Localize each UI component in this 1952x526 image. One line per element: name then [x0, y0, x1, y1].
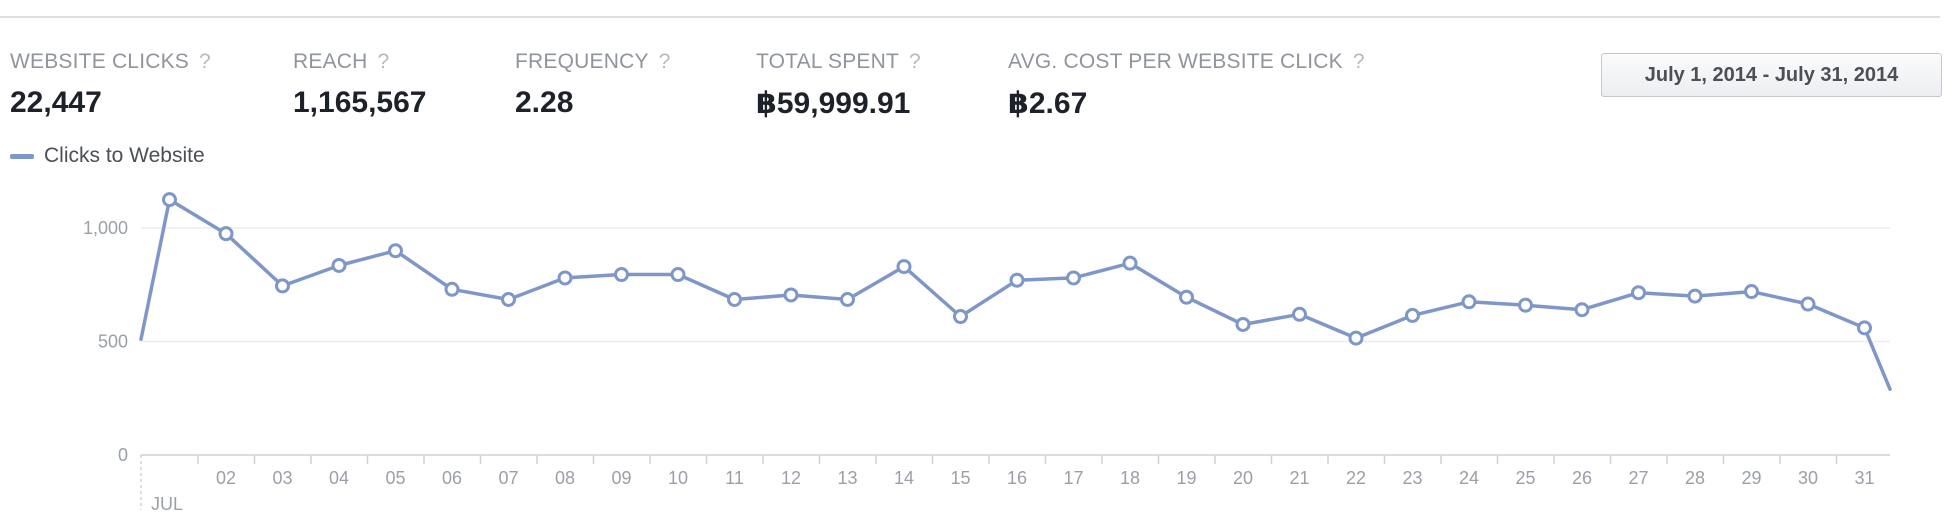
top-divider	[0, 16, 1940, 18]
metric-value: ฿2.67	[1008, 87, 1088, 120]
data-point	[840, 292, 855, 308]
data-point	[1066, 270, 1081, 286]
data-point	[1009, 272, 1025, 288]
x-tick-label: 14	[894, 468, 914, 488]
x-tick-label: 02	[216, 468, 236, 488]
x-tick-label: 15	[950, 468, 970, 488]
metric-website-clicks: WEBSITE CLICKS? 22,447	[10, 50, 211, 120]
x-tick-label: 22	[1346, 468, 1366, 488]
data-point	[1518, 297, 1533, 313]
metric-frequency: FREQUENCY? 2.28	[515, 50, 671, 120]
x-tick-label: 05	[385, 468, 405, 488]
data-point	[896, 259, 912, 275]
data-point	[1179, 289, 1194, 305]
data-point	[331, 257, 347, 273]
data-point	[162, 192, 177, 208]
data-point	[388, 243, 403, 259]
data-point	[275, 278, 290, 294]
data-point	[1800, 296, 1816, 312]
x-tick-label: 23	[1402, 468, 1422, 488]
x-tick-label: 09	[611, 468, 631, 488]
data-point	[1857, 320, 1872, 336]
metric-avg-cost-per-click: AVG. COST PER WEBSITE CLICK? ฿2.67	[1008, 50, 1365, 121]
help-icon[interactable]: ?	[199, 50, 211, 73]
metric-total-spent: TOTAL SPENT? ฿59,999.91	[756, 50, 921, 121]
x-tick-label: 26	[1572, 468, 1592, 488]
data-point	[218, 226, 234, 242]
x-tick-label: 12	[781, 468, 801, 488]
x-tick-label: 11	[725, 468, 744, 488]
x-tick-label: 13	[837, 468, 857, 488]
chart-legend: Clicks to Website	[10, 143, 205, 169]
x-month-label: JUL	[151, 494, 183, 514]
metric-reach: REACH? 1,165,567	[293, 50, 426, 120]
data-point	[1405, 307, 1420, 323]
metric-label: AVG. COST PER WEBSITE CLICK	[1008, 50, 1343, 73]
x-tick-label: 10	[668, 468, 688, 488]
x-tick-label: 24	[1459, 468, 1479, 488]
x-tick-label: 29	[1741, 468, 1761, 488]
x-tick-label: 28	[1685, 468, 1705, 488]
data-point	[614, 267, 629, 283]
legend-swatch	[10, 153, 34, 159]
y-tick-label: 0	[118, 445, 128, 465]
help-icon[interactable]: ?	[1352, 50, 1365, 73]
x-tick-label: 07	[498, 468, 518, 488]
metric-value: 22,447	[10, 86, 102, 119]
data-point	[557, 270, 573, 286]
help-icon[interactable]: ?	[377, 50, 390, 73]
metric-label: TOTAL SPENT	[756, 50, 900, 73]
legend-label: Clicks to Website	[44, 144, 205, 167]
data-point	[1235, 316, 1251, 332]
data-point	[670, 267, 686, 283]
help-icon[interactable]: ?	[658, 50, 671, 73]
y-tick-label: 1,000	[83, 218, 128, 238]
x-tick-label: 21	[1289, 468, 1309, 488]
data-point	[783, 287, 799, 303]
x-tick-label: 25	[1515, 468, 1535, 488]
metric-label: WEBSITE CLICKS	[10, 50, 190, 73]
x-tick-label: 16	[1007, 468, 1027, 488]
data-point	[1574, 302, 1590, 318]
data-point	[1687, 288, 1703, 304]
metric-label: REACH	[293, 50, 368, 73]
x-tick-label: 27	[1628, 468, 1648, 488]
data-point	[1461, 294, 1477, 310]
metric-value: ฿59,999.91	[756, 87, 911, 120]
data-point	[1744, 284, 1759, 300]
x-tick-label: 17	[1063, 468, 1083, 488]
data-point	[1631, 285, 1646, 301]
x-tick-label: 04	[329, 468, 349, 488]
x-tick-label: 08	[555, 468, 575, 488]
x-tick-label: 30	[1798, 468, 1818, 488]
data-point	[444, 281, 460, 297]
metric-label: FREQUENCY	[515, 50, 649, 73]
y-tick-label: 500	[98, 332, 128, 352]
metric-value: 1,165,567	[293, 86, 427, 119]
data-point	[501, 292, 516, 308]
data-point	[953, 309, 968, 325]
data-point	[1292, 306, 1307, 322]
data-point	[727, 292, 742, 308]
metric-value: 2.28	[515, 86, 574, 119]
data-point	[1348, 330, 1364, 346]
x-tick-label: 19	[1176, 468, 1196, 488]
data-point	[1122, 255, 1138, 271]
x-tick-label: 18	[1120, 468, 1140, 488]
x-tick-label: 31	[1854, 468, 1874, 488]
help-icon[interactable]: ?	[909, 50, 921, 73]
x-tick-label: 03	[272, 468, 292, 488]
date-range-button[interactable]: July 1, 2014 - July 31, 2014	[1601, 53, 1942, 97]
x-tick-label: 06	[442, 468, 462, 488]
x-tick-label: 20	[1233, 468, 1253, 488]
